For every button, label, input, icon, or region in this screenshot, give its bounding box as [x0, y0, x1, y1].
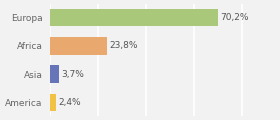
Text: 23,8%: 23,8% [109, 41, 138, 50]
Bar [50, 94, 56, 111]
Text: 3,7%: 3,7% [61, 70, 84, 79]
Text: 70,2%: 70,2% [220, 13, 249, 22]
Bar [50, 9, 218, 26]
Bar [50, 65, 59, 83]
Text: 2,4%: 2,4% [58, 98, 81, 107]
Bar [50, 37, 107, 55]
